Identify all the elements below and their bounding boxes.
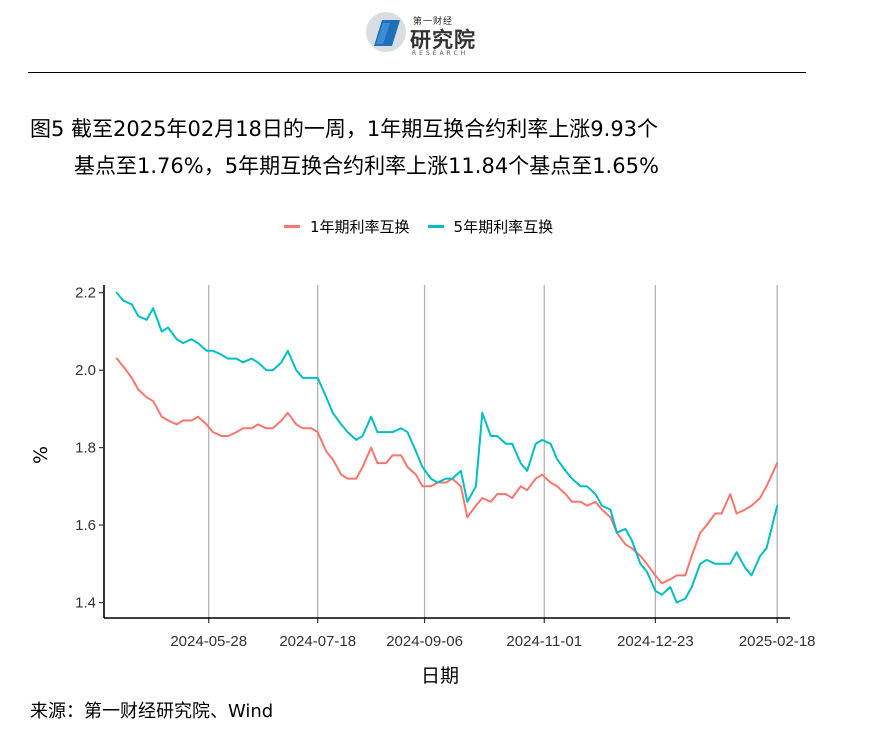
y-tick-label: 1.4 bbox=[75, 595, 96, 612]
chart-grid bbox=[208, 285, 778, 618]
legend-swatch-5y bbox=[427, 224, 444, 228]
x-tick-label: 2024-12-23 bbox=[617, 633, 694, 650]
logo-text-main: 研究院 bbox=[410, 28, 476, 52]
x-tick-label: 2024-07-18 bbox=[279, 633, 356, 650]
figure-title-line1: 图5 截至2025年02月18日的一周，1年期互换合约利率上涨9.93个 bbox=[30, 117, 659, 141]
y-tick-label: 1.8 bbox=[75, 440, 96, 457]
header-divider bbox=[28, 72, 806, 73]
x-tick-label: 2025-02-18 bbox=[739, 633, 816, 650]
chart-legend: 1年期利率互换 5年期利率互换 bbox=[284, 214, 571, 238]
chart-series bbox=[115, 291, 779, 604]
x-axis-label: 日期 bbox=[421, 665, 459, 687]
y-axis-label: % bbox=[30, 446, 52, 464]
logo-text-small: 第一财经 bbox=[413, 17, 454, 27]
figure-title-line2: 基点至1.76%，5年期互换合约利率上涨11.84个基点至1.65% bbox=[74, 154, 659, 178]
chart-axes: 2024-05-28 2024-07-18 2024-09-06 2024-11-01… bbox=[75, 285, 815, 650]
logo-text-en: RESEARCH bbox=[412, 50, 469, 57]
x-tick-label: 2024-05-28 bbox=[170, 633, 247, 650]
x-tick-label: 2024-11-01 bbox=[506, 633, 582, 650]
research-logo: 第一财经 研究院 RESEARCH bbox=[364, 10, 484, 58]
x-tick-label: 2024-09-06 bbox=[386, 633, 463, 650]
legend-swatch-1y bbox=[284, 224, 300, 228]
legend-label-1y: 1年期利率互换 bbox=[310, 217, 410, 236]
y-tick-label: 1.6 bbox=[75, 517, 96, 534]
series-line-5y bbox=[115, 291, 779, 604]
legend-item-5y: 5年期利率互换 bbox=[427, 216, 554, 237]
legend-label-5y: 5年期利率互换 bbox=[453, 217, 554, 236]
legend-item-1y: 1年期利率互换 bbox=[284, 216, 410, 237]
y-tick-label: 2.2 bbox=[75, 285, 96, 302]
y-tick-label: 2.0 bbox=[75, 362, 96, 379]
logo-mark-icon bbox=[366, 12, 406, 52]
source-note: 来源：第一财经研究院、Wind bbox=[30, 701, 274, 722]
series-line-1y bbox=[115, 357, 779, 585]
figure-title: 图5 截至2025年02月18日的一周，1年期互换合约利率上涨9.93个 基点至… bbox=[30, 111, 830, 185]
